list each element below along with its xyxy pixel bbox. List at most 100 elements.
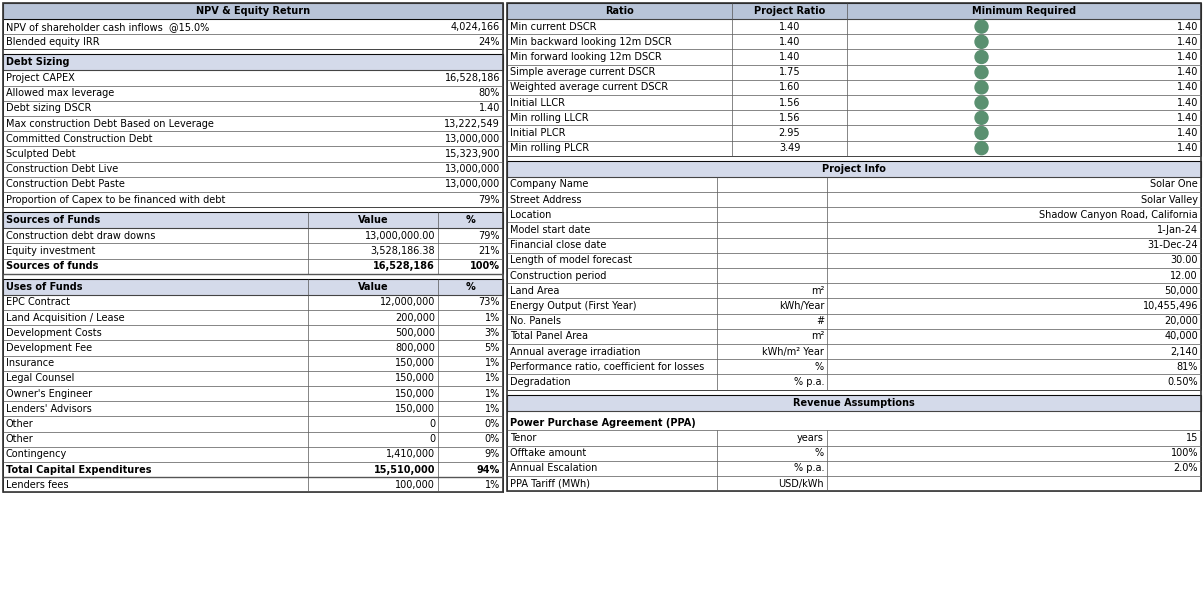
- Text: 1.40: 1.40: [1176, 22, 1198, 32]
- Bar: [2, 19, 503, 49]
- Text: PPA Tariff (MWh): PPA Tariff (MWh): [510, 478, 590, 489]
- Bar: [2, 3, 503, 19]
- Text: 31-Dec-24: 31-Dec-24: [1147, 240, 1198, 250]
- Text: Energy Output (First Year): Energy Output (First Year): [510, 301, 637, 311]
- Text: Land Area: Land Area: [510, 286, 560, 296]
- Text: Revenue Assumptions: Revenue Assumptions: [793, 398, 915, 407]
- Text: 1.75: 1.75: [779, 67, 801, 77]
- Bar: [507, 3, 1202, 156]
- Text: 0%: 0%: [485, 434, 500, 444]
- Text: Offtake amount: Offtake amount: [510, 448, 586, 458]
- Text: 15,510,000: 15,510,000: [373, 465, 435, 475]
- Circle shape: [975, 20, 988, 33]
- Text: 16,528,186: 16,528,186: [444, 73, 500, 83]
- Text: Uses of Funds: Uses of Funds: [6, 282, 83, 292]
- Text: 200,000: 200,000: [395, 313, 435, 323]
- Text: NPV of shareholder cash inflows  @15.0%: NPV of shareholder cash inflows @15.0%: [6, 22, 209, 32]
- Text: 21%: 21%: [478, 246, 500, 256]
- Text: Sources of funds: Sources of funds: [6, 261, 99, 271]
- Bar: [308, 279, 438, 295]
- Bar: [2, 279, 503, 492]
- Text: Insurance: Insurance: [6, 358, 54, 368]
- Text: 1-Jan-24: 1-Jan-24: [1157, 225, 1198, 235]
- Text: 80%: 80%: [479, 88, 500, 98]
- Circle shape: [975, 35, 988, 48]
- Text: 500,000: 500,000: [395, 328, 435, 338]
- Text: 15: 15: [1186, 433, 1198, 443]
- Text: years: years: [797, 433, 824, 443]
- Bar: [2, 3, 503, 492]
- Text: 12.00: 12.00: [1170, 271, 1198, 281]
- Text: 1.40: 1.40: [1176, 83, 1198, 92]
- Text: Project CAPEX: Project CAPEX: [6, 73, 75, 83]
- Text: 0: 0: [429, 434, 435, 444]
- Text: kWh/m² Year: kWh/m² Year: [762, 347, 824, 357]
- Text: Min backward looking 12m DSCR: Min backward looking 12m DSCR: [510, 37, 672, 47]
- Text: 1%: 1%: [485, 389, 500, 399]
- Text: Length of model forecast: Length of model forecast: [510, 255, 632, 266]
- Bar: [2, 212, 503, 274]
- Bar: [2, 54, 503, 71]
- Text: No. Panels: No. Panels: [510, 316, 561, 326]
- Text: Weighted average current DSCR: Weighted average current DSCR: [510, 83, 668, 92]
- Text: Proportion of Capex to be financed with debt: Proportion of Capex to be financed with …: [6, 195, 225, 205]
- Text: 1%: 1%: [485, 358, 500, 368]
- Bar: [308, 212, 438, 228]
- Bar: [507, 3, 1202, 19]
- Text: 1.56: 1.56: [779, 113, 801, 123]
- Text: EPC Contract: EPC Contract: [6, 297, 70, 308]
- Text: 0.50%: 0.50%: [1168, 377, 1198, 387]
- Text: 150,000: 150,000: [395, 373, 435, 384]
- Circle shape: [975, 66, 988, 78]
- Text: Street Address: Street Address: [510, 195, 582, 205]
- Text: Degradation: Degradation: [510, 377, 571, 387]
- Text: 150,000: 150,000: [395, 389, 435, 399]
- Text: Lenders' Advisors: Lenders' Advisors: [6, 404, 92, 414]
- Circle shape: [975, 81, 988, 94]
- Bar: [507, 3, 1202, 491]
- Text: Initial LLCR: Initial LLCR: [510, 98, 565, 108]
- Text: Construction debt draw downs: Construction debt draw downs: [6, 231, 155, 241]
- Text: 100%: 100%: [1170, 448, 1198, 458]
- Text: 10,455,496: 10,455,496: [1143, 301, 1198, 311]
- Text: 2.0%: 2.0%: [1174, 463, 1198, 474]
- Text: 2.95: 2.95: [779, 128, 801, 138]
- Text: 150,000: 150,000: [395, 404, 435, 414]
- Text: Min forward looking 12m DSCR: Min forward looking 12m DSCR: [510, 52, 662, 62]
- Text: 3%: 3%: [485, 328, 500, 338]
- Text: Construction period: Construction period: [510, 271, 607, 281]
- Text: Power Purchase Agreement (PPA): Power Purchase Agreement (PPA): [510, 418, 696, 428]
- Text: Development Costs: Development Costs: [6, 328, 102, 338]
- Bar: [507, 395, 1202, 491]
- Text: 1.40: 1.40: [1176, 98, 1198, 108]
- Text: #: #: [816, 316, 824, 326]
- Text: Max construction Debt Based on Leverage: Max construction Debt Based on Leverage: [6, 119, 214, 129]
- Text: Project Ratio: Project Ratio: [754, 6, 825, 16]
- Circle shape: [975, 126, 988, 139]
- Text: % p.a.: % p.a.: [793, 463, 824, 474]
- Text: Annual Escalation: Annual Escalation: [510, 463, 597, 474]
- Text: 100%: 100%: [470, 261, 500, 271]
- Text: Sculpted Debt: Sculpted Debt: [6, 149, 76, 159]
- Text: Construction Debt Live: Construction Debt Live: [6, 164, 118, 174]
- Text: m²: m²: [810, 331, 824, 342]
- Text: 1.40: 1.40: [779, 52, 801, 62]
- Text: Solar Valley: Solar Valley: [1141, 195, 1198, 205]
- Text: Equity investment: Equity investment: [6, 246, 95, 256]
- Text: 50,000: 50,000: [1164, 286, 1198, 296]
- Text: Contingency: Contingency: [6, 449, 67, 460]
- Text: 13,000,000: 13,000,000: [444, 134, 500, 144]
- Bar: [507, 3, 1202, 19]
- Circle shape: [975, 142, 988, 154]
- Text: 30.00: 30.00: [1170, 255, 1198, 266]
- Text: 1,410,000: 1,410,000: [385, 449, 435, 460]
- Bar: [507, 161, 1202, 177]
- Text: 1.40: 1.40: [1176, 113, 1198, 123]
- Text: 73%: 73%: [478, 297, 500, 308]
- Text: Debt Sizing: Debt Sizing: [6, 57, 70, 67]
- Text: 5%: 5%: [485, 343, 500, 353]
- Text: 13,000,000: 13,000,000: [444, 164, 500, 174]
- Text: Construction Debt Paste: Construction Debt Paste: [6, 179, 125, 190]
- Text: 1.40: 1.40: [1176, 128, 1198, 138]
- Text: 94%: 94%: [477, 465, 500, 475]
